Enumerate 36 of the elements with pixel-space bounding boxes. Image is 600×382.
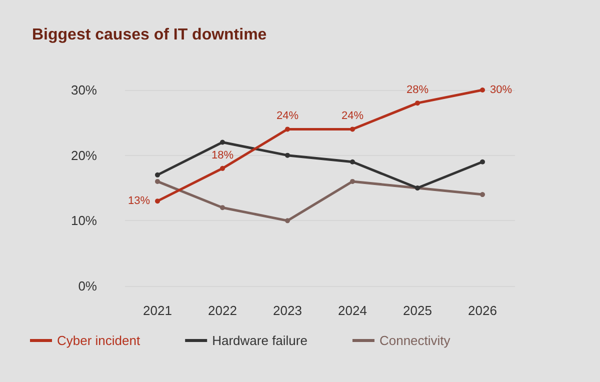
data-label: 30%	[490, 84, 512, 96]
point	[285, 152, 290, 158]
point	[220, 205, 225, 210]
x-tick-label: 2024	[338, 303, 367, 318]
point	[350, 126, 355, 132]
point	[155, 178, 160, 184]
point	[285, 218, 290, 224]
point	[350, 178, 355, 184]
x-tick-label: 2025	[403, 303, 432, 318]
y-tick-label: 30%	[70, 82, 98, 98]
data-label: 13%	[128, 195, 150, 208]
point	[480, 159, 485, 164]
point	[155, 198, 160, 204]
data-label: 24%	[276, 110, 299, 122]
point	[220, 166, 225, 171]
legend-label: Hardware failure	[212, 333, 308, 348]
data-label: 24%	[341, 110, 364, 122]
point	[415, 100, 420, 106]
y-tick-label: 20%	[70, 148, 98, 163]
point	[350, 159, 355, 164]
point	[480, 88, 485, 92]
chart-title: Biggest causes of IT downtime	[32, 26, 267, 44]
legend-label: Cyber incident	[57, 333, 140, 348]
x-tick-label: 2023	[273, 303, 302, 318]
x-tick-label: 2021	[143, 303, 172, 318]
point	[155, 172, 160, 178]
y-tick-label: 10%	[70, 213, 98, 228]
data-label: 18%	[211, 149, 234, 162]
x-tick-label: 2026	[468, 303, 497, 318]
point	[220, 140, 225, 145]
point	[285, 126, 290, 132]
x-tick-label: 2022	[208, 303, 237, 318]
y-tick-label: 0%	[78, 278, 98, 294]
point	[480, 192, 485, 198]
data-label: 28%	[406, 84, 429, 96]
legend-label: Connectivity	[379, 333, 451, 348]
